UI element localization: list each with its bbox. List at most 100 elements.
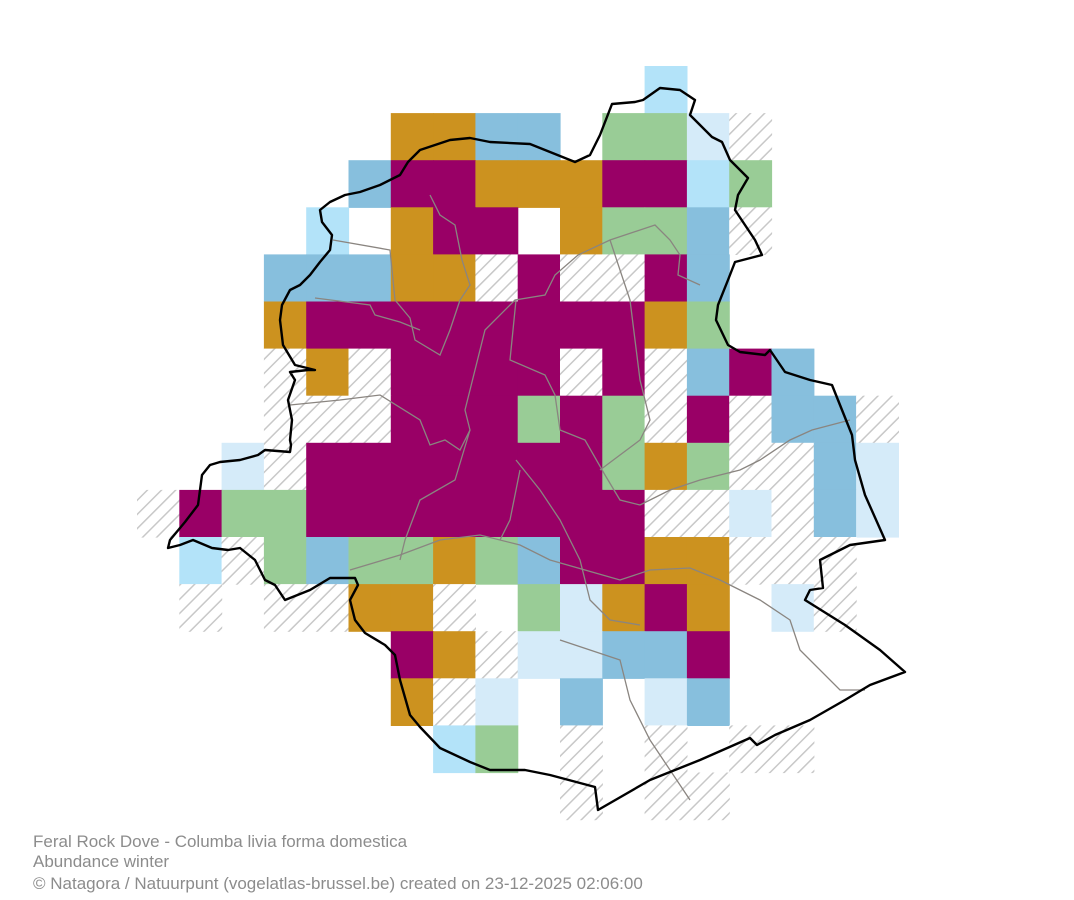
grid-cell-abundance bbox=[348, 584, 392, 632]
grid-cell-no-data bbox=[644, 725, 688, 774]
grid-cell-abundance bbox=[560, 631, 603, 679]
grid-cell-abundance bbox=[433, 631, 476, 679]
map-credit: © Natagora / Natuurpunt (vogelatlas-brus… bbox=[33, 874, 643, 893]
grid-cell-abundance bbox=[686, 254, 730, 303]
grid-cell-abundance bbox=[644, 442, 688, 491]
grid-cell-abundance bbox=[390, 442, 434, 491]
grid-cell-abundance bbox=[644, 207, 688, 255]
grid-cell-abundance bbox=[686, 395, 730, 444]
grid-cell-no-data bbox=[263, 395, 307, 444]
grid-cell-abundance bbox=[517, 301, 561, 350]
commune-line bbox=[349, 534, 865, 691]
grid-cell-abundance bbox=[475, 207, 519, 255]
grid-cell-abundance bbox=[517, 584, 561, 632]
grid-cell-no-data bbox=[729, 113, 773, 161]
grid-cell-abundance bbox=[221, 489, 265, 538]
grid-cell-no-data bbox=[644, 489, 688, 538]
commune-line bbox=[314, 297, 421, 331]
grid-cell-abundance bbox=[517, 442, 561, 491]
grid-cell-no-data bbox=[729, 442, 773, 491]
grid-cell-abundance bbox=[602, 631, 646, 679]
grid-cell-abundance bbox=[644, 678, 688, 726]
grid-cell-abundance bbox=[390, 489, 434, 538]
grid-cell-abundance bbox=[433, 395, 476, 444]
grid-cell-no-data bbox=[602, 254, 646, 303]
grid-cell-no-data bbox=[433, 678, 476, 726]
grid-cell-abundance bbox=[306, 489, 350, 538]
grid-cell-abundance bbox=[263, 489, 307, 538]
grid-cell-abundance bbox=[602, 537, 646, 585]
grid-cell-abundance bbox=[263, 537, 307, 585]
grid-cell-no-data bbox=[348, 348, 392, 397]
grid-cell-abundance bbox=[475, 442, 519, 491]
grid-cell-abundance bbox=[813, 395, 857, 444]
grid-cell-abundance bbox=[348, 442, 392, 491]
grid-cell-abundance bbox=[179, 537, 223, 585]
grid-cell-no-data bbox=[560, 725, 603, 774]
grid-cell-no-data bbox=[179, 584, 223, 632]
grid-cell-abundance bbox=[602, 160, 646, 208]
grid-cell-abundance bbox=[856, 442, 899, 491]
grid-cell-no-data bbox=[263, 584, 307, 632]
commune-boundaries bbox=[289, 194, 865, 801]
grid-cell-abundance bbox=[644, 113, 688, 161]
grid-cell-abundance bbox=[348, 160, 392, 208]
grid-cell-abundance bbox=[517, 160, 561, 208]
grid-cell-no-data bbox=[644, 395, 688, 444]
grid-cell-abundance bbox=[771, 395, 815, 444]
grid-cell-abundance bbox=[390, 113, 434, 161]
grid-cell-abundance bbox=[433, 489, 476, 538]
grid-cell-abundance bbox=[602, 113, 646, 161]
grid-cell-abundance bbox=[602, 489, 646, 538]
grid-cell-abundance bbox=[348, 254, 392, 303]
grid-cell-abundance bbox=[560, 678, 603, 726]
grid-cell-abundance bbox=[644, 584, 688, 632]
grid-cell-abundance bbox=[433, 537, 476, 585]
grid-cell-abundance bbox=[686, 113, 730, 161]
grid-cell-abundance bbox=[475, 348, 519, 397]
grid-cell-abundance bbox=[602, 442, 646, 491]
grid-cell-abundance bbox=[179, 489, 223, 538]
grid-cell-abundance bbox=[560, 537, 603, 585]
grid-cell-abundance bbox=[306, 301, 350, 350]
grid-cell-abundance bbox=[560, 442, 603, 491]
grid-cell-abundance bbox=[348, 489, 392, 538]
commune-line bbox=[399, 429, 471, 561]
grid-cell-abundance bbox=[306, 442, 350, 491]
grid-cell-no-data bbox=[348, 395, 392, 444]
grid-cell-abundance bbox=[644, 160, 688, 208]
grid-cell-no-data bbox=[306, 395, 350, 444]
grid-cell-abundance bbox=[813, 489, 857, 538]
grid-cell-abundance bbox=[644, 301, 688, 350]
grid-cell-abundance bbox=[390, 254, 434, 303]
grid-cell-no-data bbox=[771, 537, 815, 585]
grid-cell-abundance bbox=[686, 631, 730, 679]
grid-cell-abundance bbox=[729, 489, 773, 538]
commune-line bbox=[639, 419, 851, 506]
commune-line bbox=[515, 459, 641, 626]
grid-cell-no-data bbox=[475, 254, 519, 303]
grid-cell-abundance bbox=[686, 207, 730, 255]
grid-cell-no-data bbox=[306, 584, 350, 632]
grid-cell-abundance bbox=[602, 395, 646, 444]
grid-cell-abundance bbox=[433, 725, 476, 774]
grid-cell-abundance bbox=[348, 301, 392, 350]
commune-line bbox=[509, 299, 641, 506]
grid-cell-abundance bbox=[560, 584, 603, 632]
grid-cell-no-data bbox=[560, 348, 603, 397]
grid-cell-abundance bbox=[813, 442, 857, 491]
grid-cell-abundance bbox=[686, 537, 730, 585]
grid-cell-abundance bbox=[390, 348, 434, 397]
grid-cell-no-data bbox=[433, 584, 476, 632]
grid-cell-abundance bbox=[475, 160, 519, 208]
grid-cell-abundance bbox=[602, 207, 646, 255]
grid-cell-no-data bbox=[560, 254, 603, 303]
grid-cell-abundance bbox=[686, 301, 730, 350]
grid-cell-no-data bbox=[137, 489, 180, 538]
commune-line bbox=[599, 239, 651, 471]
grid-cell-abundance bbox=[686, 160, 730, 208]
grid-cell-abundance bbox=[644, 254, 688, 303]
grid-cell-abundance bbox=[306, 254, 350, 303]
